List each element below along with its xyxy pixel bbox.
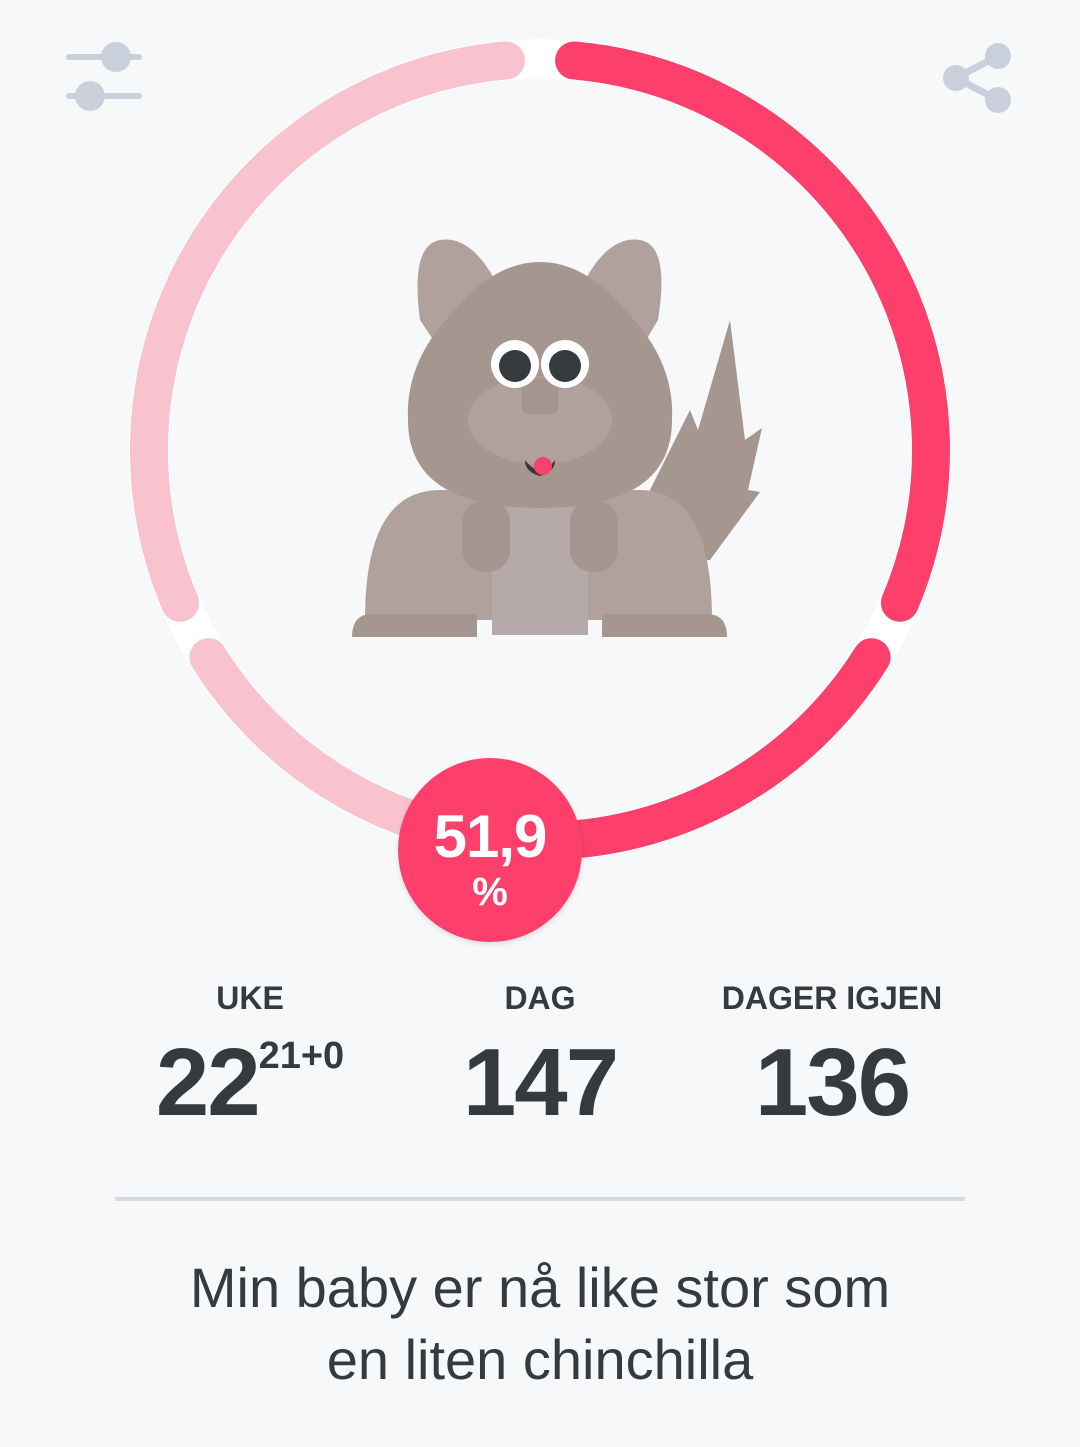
progress-badge: 51,9 % bbox=[398, 758, 582, 942]
share-button[interactable] bbox=[938, 40, 1014, 116]
filter-settings-button[interactable] bbox=[62, 40, 144, 116]
stat-week-detail: 21+0 bbox=[258, 1035, 345, 1077]
share-icon bbox=[943, 43, 1011, 113]
stat-day-label: DAG bbox=[504, 980, 576, 1016]
stat-days-left-label: DAGER IGJEN bbox=[721, 980, 943, 1016]
stat-days-left-value: 136 bbox=[754, 1029, 911, 1136]
size-comparison-caption: Min baby er nå like stor som en liten ch… bbox=[60, 1252, 1020, 1396]
stat-week-value: 22 bbox=[155, 1029, 261, 1136]
chinchilla-illustration bbox=[352, 239, 762, 637]
stat-week-label: UKE bbox=[216, 980, 284, 1016]
chinchilla-ear-left bbox=[417, 239, 495, 350]
stat-day: DAG 147 bbox=[420, 980, 660, 1131]
ring-segment-done-lower bbox=[521, 638, 891, 860]
caption-line-1: Min baby er nå like stor som bbox=[189, 1256, 891, 1319]
divider bbox=[115, 1197, 965, 1201]
progress-percent-unit: % bbox=[472, 870, 508, 914]
progress-percent-value: 51,9 bbox=[433, 803, 548, 870]
stat-day-value: 147 bbox=[462, 1029, 619, 1136]
chinchilla-ear-right bbox=[585, 239, 662, 350]
sliders-icon bbox=[66, 42, 142, 111]
chinchilla-tail bbox=[650, 320, 762, 560]
stat-days-left: DAGER IGJEN 136 bbox=[690, 980, 974, 1131]
caption-line-2: en liten chinchilla bbox=[326, 1328, 754, 1391]
stat-week: UKE 2221+0 bbox=[130, 980, 370, 1131]
ring-segment-remaining-upper bbox=[130, 41, 525, 622]
ring-segment-done-upper bbox=[555, 41, 950, 622]
